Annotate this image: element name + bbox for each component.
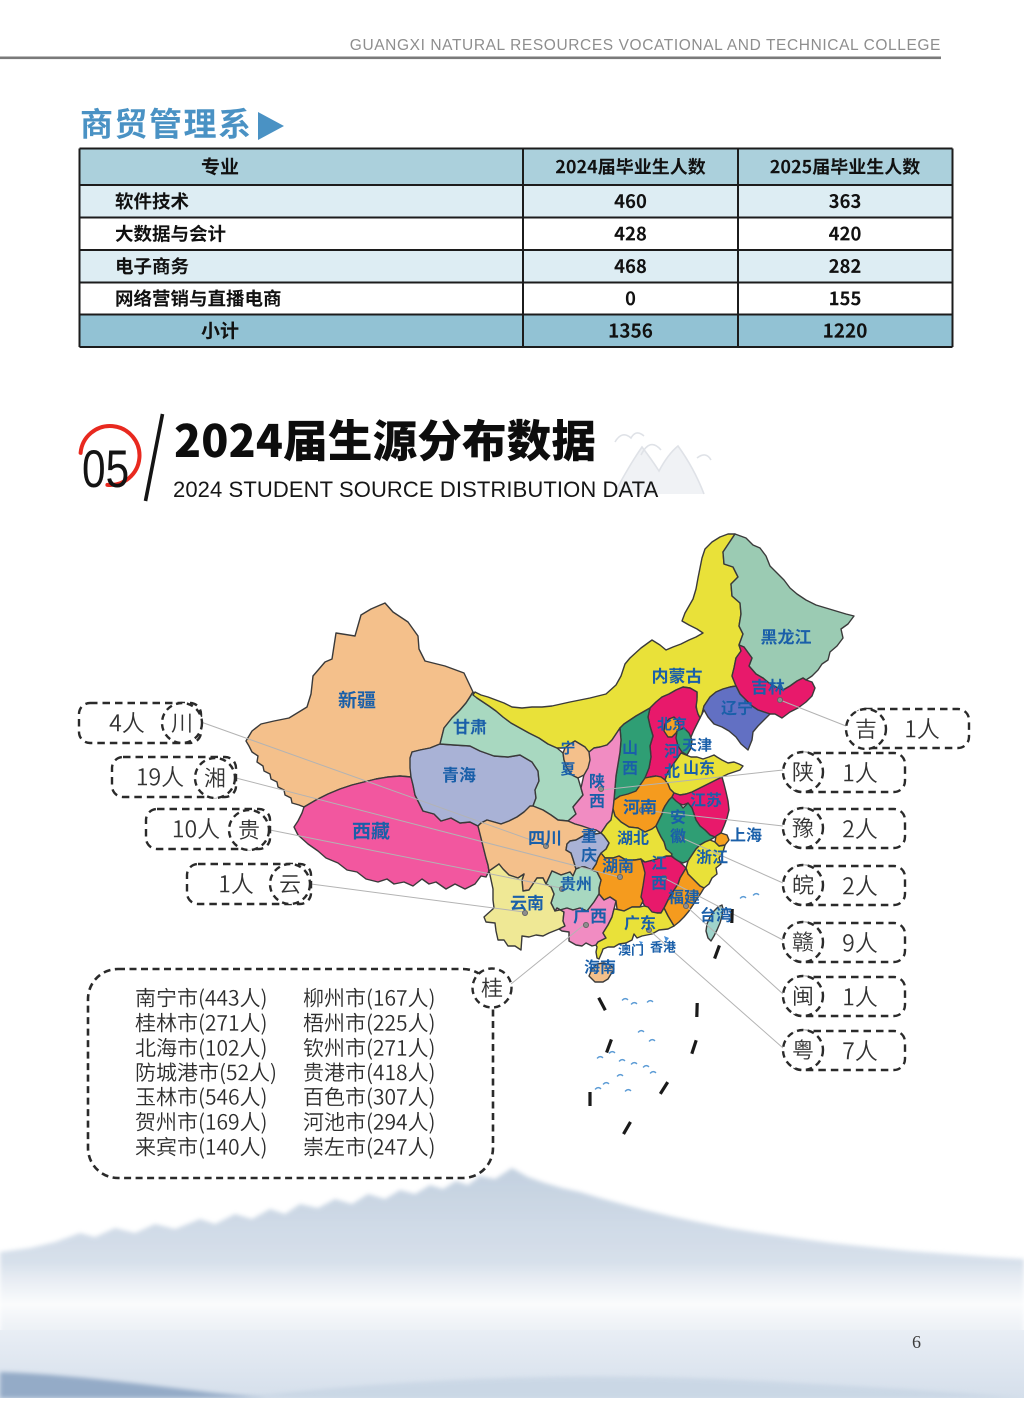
svg-text:GUANGXI NATURAL RESOURCES VOCA: GUANGXI NATURAL RESOURCES VOCATIONAL AND…: [350, 37, 941, 54]
svg-text:2024 STUDENT SOURCE DISTRIBUTI: 2024 STUDENT SOURCE DISTRIBUTION DATA: [173, 477, 659, 502]
svg-text:6: 6: [912, 1332, 921, 1352]
svg-text:05: 05: [82, 441, 129, 500]
